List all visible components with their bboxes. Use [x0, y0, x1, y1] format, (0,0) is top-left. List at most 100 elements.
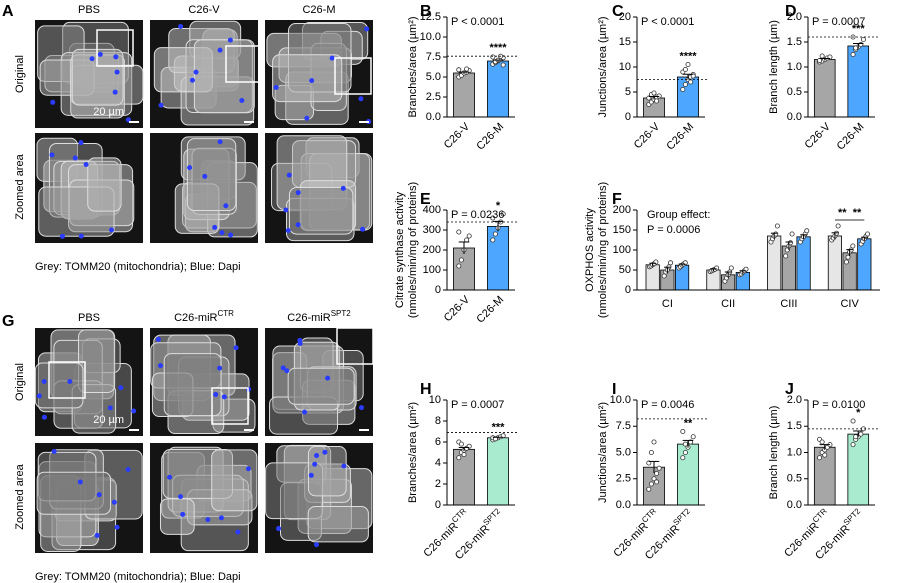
- x-tick-label-sup: SPT2: [841, 506, 862, 527]
- y-tick-label: 8: [435, 415, 441, 427]
- nucleus: [193, 69, 199, 75]
- nucleus: [59, 233, 65, 239]
- nucleus: [341, 463, 347, 469]
- nucleus: [114, 69, 120, 75]
- annotation: P = 0.0006: [647, 224, 700, 236]
- y-tick-label: 0.0: [787, 499, 802, 511]
- y-tick-label: 20: [619, 11, 631, 23]
- data-point: [646, 486, 652, 492]
- nucleus: [308, 472, 314, 478]
- scale-bar: [359, 121, 369, 123]
- nucleus: [94, 532, 100, 538]
- bar: [813, 59, 836, 118]
- data-point: [654, 470, 660, 476]
- nucleus: [125, 466, 131, 472]
- panel-letter: F: [612, 191, 622, 208]
- data-point: [490, 237, 496, 243]
- data-point: [456, 455, 462, 461]
- caption: Grey: TOMM20 (mitochondria); Blue: Dapi: [35, 571, 241, 583]
- nucleus: [189, 77, 195, 83]
- panel-letter: D: [785, 3, 797, 20]
- y-tick-label: 5: [625, 86, 631, 98]
- nucleus: [67, 378, 73, 384]
- data-point: [500, 433, 506, 439]
- data-point: [500, 62, 506, 68]
- column-label: PBS: [78, 4, 100, 16]
- muscle-fiber: [193, 39, 255, 114]
- data-point: [680, 87, 686, 93]
- nucleus: [285, 228, 291, 234]
- muscle-fiber: [307, 505, 369, 543]
- nucleus: [158, 102, 164, 108]
- y-tick-label: 0.5: [787, 473, 802, 485]
- bar: [827, 235, 843, 291]
- row-label: Original: [14, 363, 26, 401]
- scale-bar: [129, 121, 139, 123]
- data-point: [456, 67, 462, 73]
- row-label: Original: [14, 55, 26, 93]
- data-point: [682, 67, 688, 73]
- data-point: [860, 37, 866, 43]
- scale-bar: [359, 429, 369, 431]
- panel-letter: I: [612, 381, 616, 398]
- nucleus: [155, 336, 161, 342]
- nucleus: [72, 155, 78, 161]
- y-tick-label: 2.5: [426, 91, 441, 103]
- muscle-fiber: [159, 498, 195, 535]
- nucleus: [212, 224, 218, 230]
- y-axis-label: Branch length (µm): [768, 406, 780, 500]
- data-point: [853, 434, 859, 440]
- muscle-fiber: [163, 353, 222, 417]
- nucleus: [217, 365, 223, 371]
- nucleus: [302, 409, 308, 415]
- nucleus: [309, 78, 315, 84]
- zoom-box: [225, 45, 263, 83]
- nucleus: [97, 51, 103, 57]
- y-tick-label: 400: [423, 204, 441, 216]
- y-tick-label: 12.5: [420, 11, 441, 23]
- data-point: [845, 254, 851, 260]
- caption: Grey: TOMM20 (mitochondria); Blue: Dapi: [35, 261, 241, 273]
- significance: *: [856, 407, 861, 419]
- y-tick-label: 1.0: [787, 446, 802, 458]
- x-tick-label: CII: [721, 298, 735, 310]
- column-label-text: PBS: [78, 312, 100, 324]
- nucleus: [51, 448, 57, 454]
- x-tick-label: C26-V: [802, 120, 833, 151]
- significance: ***: [852, 23, 866, 35]
- bar: [847, 45, 870, 118]
- x-tick-label-sup: SPT2: [671, 506, 692, 527]
- nucleus: [276, 526, 282, 532]
- bar: [453, 72, 475, 118]
- x-tick-label-sup: CTR: [450, 506, 468, 524]
- data-point: [850, 442, 856, 448]
- column-label-text: C26-miR: [287, 312, 330, 324]
- p-value: P < 0.0001: [451, 16, 504, 28]
- nucleus: [202, 173, 208, 179]
- nucleus: [107, 405, 113, 411]
- nucleus: [359, 405, 365, 411]
- panel-letter: B: [420, 3, 432, 20]
- nucleus: [314, 453, 320, 459]
- column-label: C26-miRSPT2: [287, 309, 351, 324]
- data-point: [688, 79, 694, 85]
- y-axis-label: Branches/area (µm²): [407, 16, 419, 117]
- data-point: [490, 215, 496, 221]
- significance: **: [853, 207, 862, 219]
- y-tick-label: 6: [435, 436, 441, 448]
- x-tick-label: C26-V: [442, 120, 473, 151]
- nucleus: [78, 140, 84, 146]
- muscle-fiber: [34, 362, 84, 409]
- p-value: P = 0.0007: [812, 16, 865, 28]
- nucleus: [358, 96, 364, 102]
- data-point: [817, 58, 823, 64]
- bar: [767, 235, 782, 291]
- y-tick-label: 5.0: [426, 71, 441, 83]
- scale-label: 20 µm: [93, 106, 124, 118]
- row-label: Zoomed area: [14, 153, 26, 219]
- y-tick-label: 50: [619, 264, 631, 276]
- data-point: [850, 243, 856, 249]
- column-label-text: PBS: [78, 4, 100, 16]
- y-axis-label: Branches/area (µm²): [407, 402, 419, 503]
